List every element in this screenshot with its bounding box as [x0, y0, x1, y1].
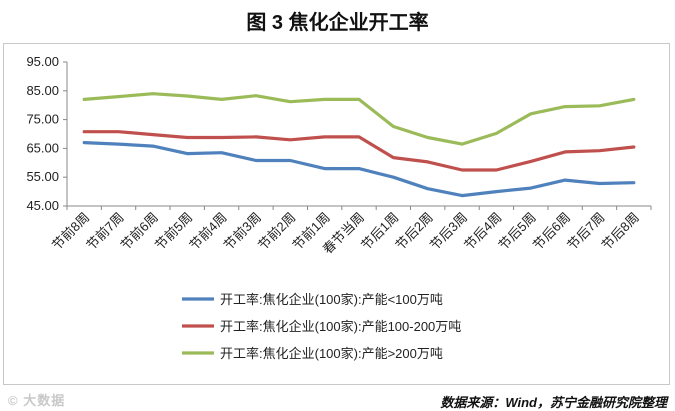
series-line-2 — [82, 92, 636, 146]
chart-axes — [63, 61, 652, 210]
chart-title: 图 3 焦化企业开工率 — [246, 12, 429, 34]
watermark-text: © 大数据 — [8, 393, 66, 408]
chart-panel: 45.00 55.00 65.00 75.00 85.00 95.00 节前8周 节前7周节… — [3, 43, 670, 385]
series-line-1 — [82, 130, 636, 172]
legend-label: 开工率:焦化企业(100家):产能>200万吨 — [220, 346, 443, 361]
y-tick-label: 65.00 — [26, 140, 59, 155]
x-axis-labels: 节前8周节前7周节前6周节前5周节前4周节前3周节前2周节前1周春节当周节后1周… — [49, 210, 642, 257]
x-tick-label: 节前8周 — [49, 210, 92, 253]
y-tick-label: 45.00 — [26, 198, 59, 213]
series-lines — [82, 92, 636, 198]
y-tick-label: 95.00 — [26, 54, 59, 69]
x-tick-label: 节后6周 — [530, 210, 573, 253]
x-tick-label: 节后2周 — [393, 210, 436, 253]
y-tick-label: 75.00 — [26, 112, 59, 127]
x-tick-label: 节后4周 — [461, 210, 504, 253]
x-tick-label: 节前6周 — [118, 210, 161, 253]
x-tick-label: 节前3周 — [221, 210, 264, 253]
x-tick-label: 节前4周 — [186, 210, 229, 253]
x-tick-label: 节前7周 — [83, 210, 126, 253]
legend: 开工率:焦化企业(100家):产能<100万吨开工率:焦化企业(100家):产能… — [182, 292, 461, 361]
x-tick-label: 节后3周 — [427, 210, 470, 253]
x-tick-label: 节后7周 — [564, 210, 607, 253]
y-tick-label: 85.00 — [26, 83, 59, 98]
y-axis-labels: 45.00 55.00 65.00 75.00 85.00 95.00 — [26, 54, 59, 213]
y-tick-label: 55.00 — [26, 169, 59, 184]
x-tick-label: 节后5周 — [496, 210, 539, 253]
x-tick-label: 节后1周 — [358, 210, 401, 253]
x-tick-label: 节前2周 — [255, 210, 298, 253]
x-tick-label: 节后8周 — [599, 210, 642, 253]
source-note: 数据来源：Wind，苏宁金融研究院整理 — [440, 395, 667, 410]
x-tick-label: 节前5周 — [152, 210, 195, 253]
series-line-0 — [82, 140, 636, 198]
legend-label: 开工率:焦化企业(100家):产能<100万吨 — [220, 292, 443, 307]
legend-label: 开工率:焦化企业(100家):产能100-200万吨 — [220, 319, 461, 334]
